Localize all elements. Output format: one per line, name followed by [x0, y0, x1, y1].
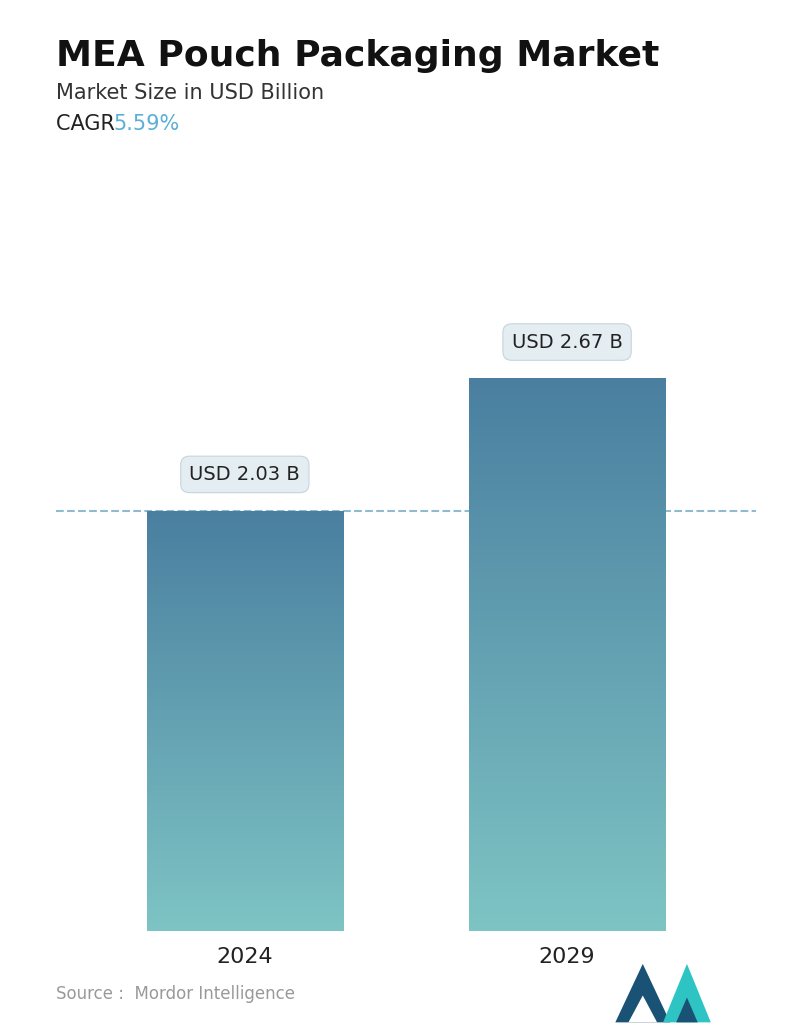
Text: CAGR: CAGR [56, 114, 121, 133]
Polygon shape [677, 998, 697, 1023]
Text: USD 2.67 B: USD 2.67 B [512, 333, 622, 375]
Text: MEA Pouch Packaging Market: MEA Pouch Packaging Market [56, 39, 659, 73]
Polygon shape [615, 964, 670, 1023]
Text: USD 2.03 B: USD 2.03 B [189, 465, 300, 508]
Text: 5.59%: 5.59% [113, 114, 179, 133]
Text: Source :  Mordor Intelligence: Source : Mordor Intelligence [56, 985, 295, 1003]
Polygon shape [663, 964, 711, 1023]
Polygon shape [629, 996, 657, 1023]
Text: Market Size in USD Billion: Market Size in USD Billion [56, 83, 324, 102]
